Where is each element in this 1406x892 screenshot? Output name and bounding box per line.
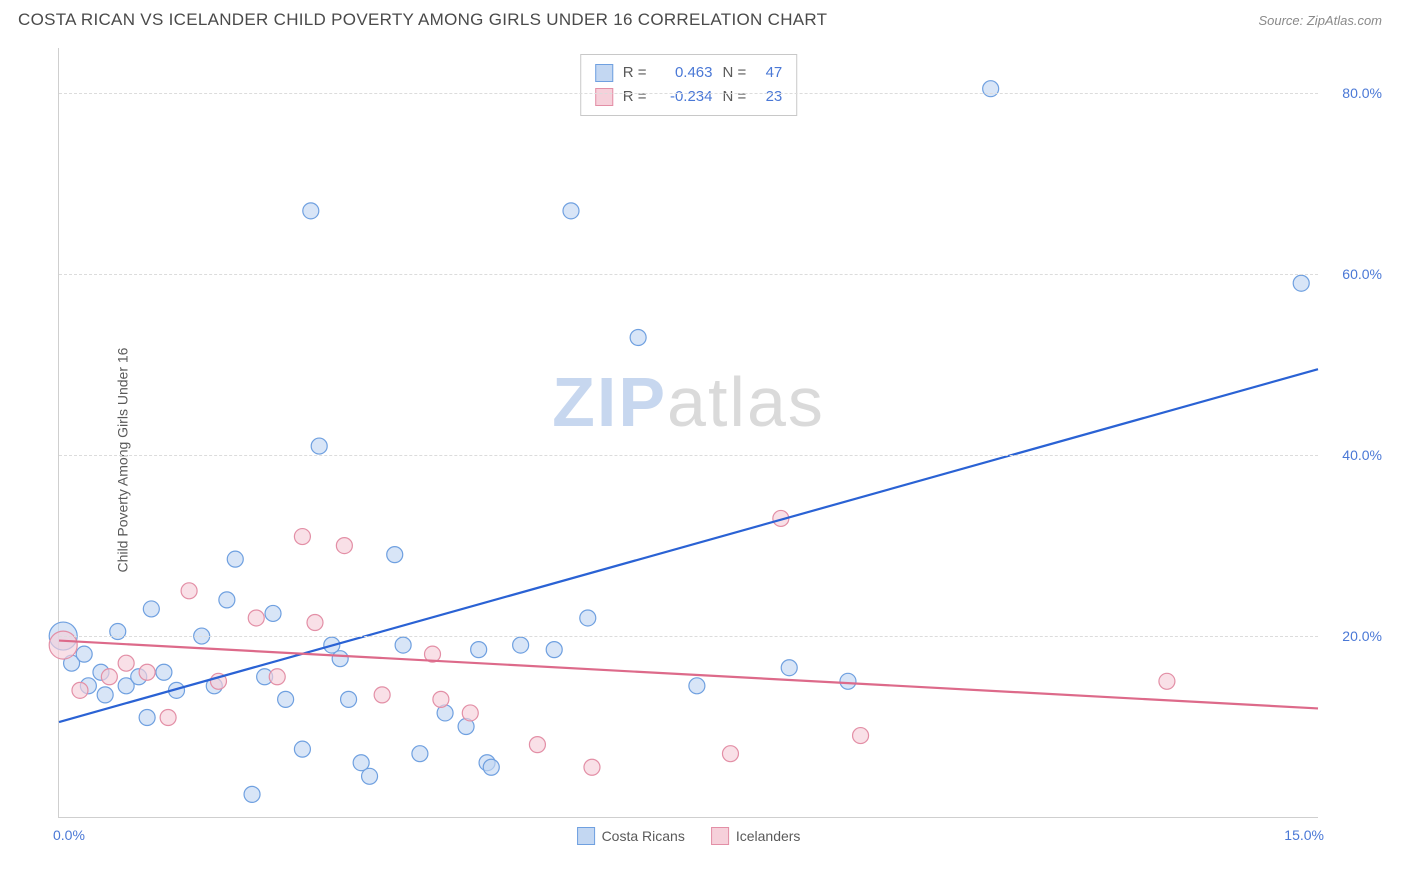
legend-label: Costa Ricans — [602, 828, 685, 844]
data-point — [139, 664, 155, 680]
correlation-legend: R = 0.463 N = 47 R = -0.234 N = 23 — [580, 54, 798, 116]
x-tick-left: 0.0% — [53, 827, 85, 843]
data-point — [362, 768, 378, 784]
data-point — [1159, 673, 1175, 689]
n-value: 47 — [756, 61, 782, 85]
legend-item-costa-ricans: Costa Ricans — [577, 827, 685, 845]
data-point — [722, 746, 738, 762]
correlation-row-costa-ricans: R = 0.463 N = 47 — [595, 61, 783, 85]
data-point — [584, 759, 600, 775]
data-point — [387, 547, 403, 563]
r-label: R = — [623, 85, 647, 109]
data-point — [244, 786, 260, 802]
data-point — [471, 642, 487, 658]
data-point — [278, 691, 294, 707]
data-point — [219, 592, 235, 608]
data-point — [160, 709, 176, 725]
data-point — [336, 538, 352, 554]
data-point — [689, 678, 705, 694]
data-point — [110, 624, 126, 640]
data-point — [76, 646, 92, 662]
data-point — [630, 330, 646, 346]
data-point — [311, 438, 327, 454]
data-point — [580, 610, 596, 626]
data-point — [983, 81, 999, 97]
data-point — [1293, 275, 1309, 291]
data-point — [248, 610, 264, 626]
data-point — [513, 637, 529, 653]
data-point — [139, 709, 155, 725]
x-tick-right: 15.0% — [1284, 827, 1324, 843]
data-point — [412, 746, 428, 762]
legend-label: Icelanders — [736, 828, 801, 844]
data-point — [853, 728, 869, 744]
data-point — [462, 705, 478, 721]
r-value: -0.234 — [657, 85, 713, 109]
r-value: 0.463 — [657, 61, 713, 85]
grid-line — [59, 274, 1318, 275]
data-point — [303, 203, 319, 219]
grid-line — [59, 93, 1318, 94]
data-point — [840, 673, 856, 689]
data-point — [341, 691, 357, 707]
data-point — [529, 737, 545, 753]
chart-header: COSTA RICAN VS ICELANDER CHILD POVERTY A… — [0, 0, 1406, 36]
data-point — [307, 614, 323, 630]
chart-source: Source: ZipAtlas.com — [1258, 13, 1382, 28]
data-point — [332, 651, 348, 667]
data-point — [143, 601, 159, 617]
y-tick-label: 40.0% — [1342, 447, 1382, 463]
legend-bottom: Costa Ricans Icelanders — [577, 827, 801, 845]
data-point — [181, 583, 197, 599]
plot-svg — [59, 48, 1318, 817]
regression-line — [59, 641, 1318, 709]
swatch-icelanders — [595, 88, 613, 106]
plot-region: ZIPatlas R = 0.463 N = 47 R = -0.234 N =… — [58, 48, 1318, 818]
data-point — [374, 687, 390, 703]
data-point — [97, 687, 113, 703]
data-point — [269, 669, 285, 685]
data-point — [101, 669, 117, 685]
chart-title: COSTA RICAN VS ICELANDER CHILD POVERTY A… — [18, 10, 827, 30]
data-point — [156, 664, 172, 680]
data-point — [563, 203, 579, 219]
chart-area: Child Poverty Among Girls Under 16 ZIPat… — [18, 42, 1388, 877]
grid-line — [59, 636, 1318, 637]
r-label: R = — [623, 61, 647, 85]
data-point — [294, 529, 310, 545]
grid-line — [59, 455, 1318, 456]
data-point — [395, 637, 411, 653]
data-point — [294, 741, 310, 757]
data-point — [781, 660, 797, 676]
y-tick-label: 20.0% — [1342, 628, 1382, 644]
data-point — [118, 655, 134, 671]
legend-item-icelanders: Icelanders — [711, 827, 801, 845]
y-tick-label: 60.0% — [1342, 266, 1382, 282]
n-label: N = — [723, 85, 747, 109]
data-point — [227, 551, 243, 567]
data-point — [265, 605, 281, 621]
data-point — [433, 691, 449, 707]
data-point — [483, 759, 499, 775]
data-point — [72, 682, 88, 698]
swatch-costa-ricans — [577, 827, 595, 845]
regression-line — [59, 369, 1318, 722]
correlation-row-icelanders: R = -0.234 N = 23 — [595, 85, 783, 109]
data-point — [546, 642, 562, 658]
swatch-icelanders — [711, 827, 729, 845]
n-label: N = — [723, 61, 747, 85]
swatch-costa-ricans — [595, 64, 613, 82]
n-value: 23 — [756, 85, 782, 109]
y-tick-label: 80.0% — [1342, 85, 1382, 101]
